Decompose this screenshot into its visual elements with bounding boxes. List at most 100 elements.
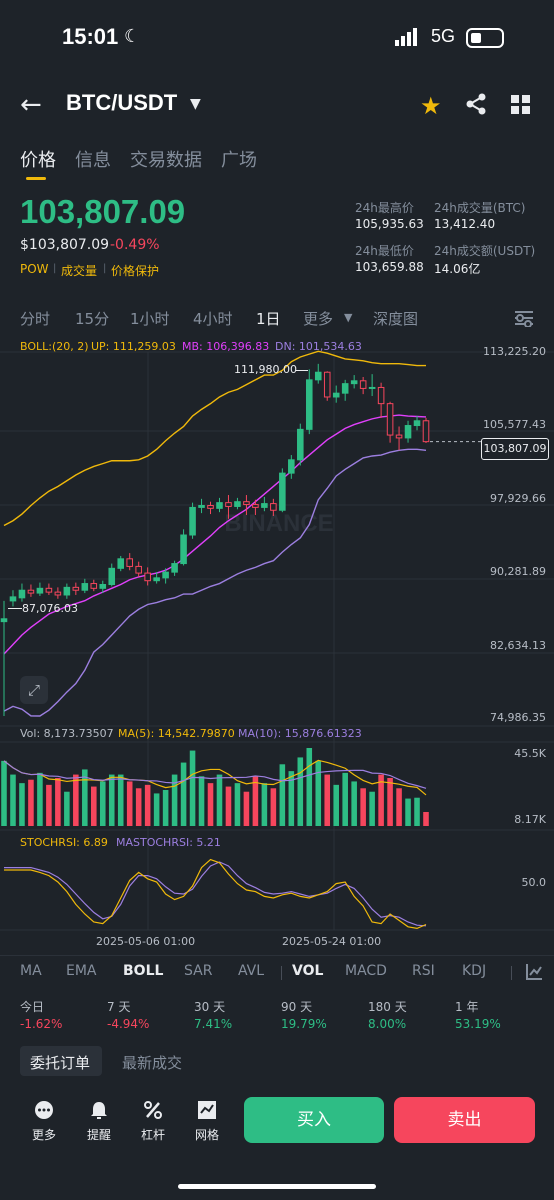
buy-button[interactable]: 买入 bbox=[244, 1097, 384, 1143]
candle-body bbox=[288, 459, 295, 474]
volume-ma5-line bbox=[3, 759, 427, 796]
tab-square[interactable]: 广场 bbox=[221, 150, 257, 171]
ma10-legend: MA(10): 15,876.61323 bbox=[238, 727, 362, 740]
tag-volume[interactable]: 成交量 bbox=[61, 264, 98, 278]
tab-info[interactable]: 信息 bbox=[75, 150, 111, 171]
candle-body bbox=[198, 504, 205, 508]
candle-body bbox=[63, 586, 71, 596]
interval-time[interactable]: 分时 bbox=[20, 310, 51, 328]
volume-ma10-line bbox=[3, 760, 427, 789]
volume-bar bbox=[414, 797, 420, 826]
more-icon bbox=[24, 1100, 64, 1122]
indicator-boll[interactable]: BOLL bbox=[123, 963, 164, 979]
grid-button[interactable]: 网格 bbox=[187, 1100, 227, 1143]
tab-trading-data[interactable]: 交易数据 bbox=[130, 150, 202, 171]
candle-body bbox=[9, 596, 17, 602]
indicator-sar[interactable]: SAR bbox=[184, 963, 213, 979]
tag-price-protection[interactable]: 价格保护 bbox=[111, 264, 160, 278]
stochrsi-line bbox=[4, 858, 427, 930]
indicator-rsi[interactable]: RSI bbox=[412, 963, 435, 979]
divider bbox=[281, 966, 282, 980]
candle-body bbox=[36, 587, 44, 594]
tab-latest-trades[interactable]: 最新成交 bbox=[122, 1054, 183, 1072]
indicator-vol[interactable]: VOL bbox=[292, 963, 324, 979]
chart-grid bbox=[0, 351, 554, 931]
volume-bar bbox=[162, 790, 169, 826]
caret-down-icon[interactable]: ▼ bbox=[344, 311, 353, 324]
leverage-button[interactable]: 杠杆 bbox=[133, 1100, 173, 1143]
volume-bar bbox=[55, 778, 61, 826]
indicator-avl[interactable]: AVL bbox=[238, 963, 265, 979]
network-label: 5G bbox=[431, 26, 456, 46]
volume-bar bbox=[369, 791, 375, 826]
volume-bar bbox=[91, 786, 97, 826]
indicator-ma[interactable]: MA bbox=[20, 963, 42, 979]
watermark: BINANCE bbox=[224, 510, 333, 537]
tab-price[interactable]: 价格 bbox=[20, 150, 56, 171]
volume-bar bbox=[387, 778, 393, 826]
more-label: 更多 bbox=[31, 1128, 56, 1142]
volume-bar bbox=[324, 774, 331, 826]
stat-high-label: 24h最高价 bbox=[355, 201, 414, 215]
candle-body bbox=[126, 558, 133, 567]
indicator-ema[interactable]: EMA bbox=[66, 963, 97, 979]
candle-body bbox=[279, 472, 286, 511]
pair-selector[interactable]: BTC/USDT bbox=[66, 90, 178, 115]
candle-body bbox=[90, 583, 98, 589]
candle-body bbox=[297, 428, 304, 461]
share-icon[interactable] bbox=[464, 92, 488, 116]
volume-bar bbox=[64, 791, 70, 826]
grid-label: 网格 bbox=[194, 1128, 219, 1142]
boll-up-legend: UP: 111,259.03 bbox=[91, 340, 176, 353]
alert-button[interactable]: 提醒 bbox=[79, 1100, 119, 1143]
interval-1h[interactable]: 1小时 bbox=[130, 310, 170, 328]
candle-body bbox=[153, 577, 160, 582]
volume-bar bbox=[279, 764, 286, 826]
interval-15m[interactable]: 15分 bbox=[75, 310, 110, 328]
ma5-legend: MA(5): 14,542.79870 bbox=[118, 727, 235, 740]
grid-menu-icon[interactable] bbox=[511, 95, 531, 115]
stochrsi-legend: STOCHRSI: 6.89 bbox=[20, 836, 108, 849]
interval-1d[interactable]: 1日 bbox=[256, 310, 281, 328]
expand-icon[interactable]: ⤢ bbox=[20, 676, 48, 704]
candle-body bbox=[81, 583, 89, 591]
period-value: -4.94% bbox=[107, 1017, 150, 1031]
boll-legend: BOLL:(20, 2) bbox=[20, 340, 89, 353]
candle-body bbox=[252, 504, 259, 508]
caret-down-icon[interactable]: ▼ bbox=[190, 96, 201, 112]
candle-body bbox=[234, 501, 241, 507]
vol-legend: Vol: 8,173.73507 bbox=[20, 727, 114, 740]
tab-open-orders[interactable]: 委托订单 bbox=[30, 1054, 91, 1072]
star-icon[interactable]: ★ bbox=[420, 92, 442, 120]
interval-depth[interactable]: 深度图 bbox=[373, 310, 419, 328]
candle-body bbox=[377, 386, 385, 405]
settings-sliders-icon[interactable] bbox=[514, 309, 534, 327]
period-label: 今日 bbox=[20, 1000, 45, 1014]
sell-button[interactable]: 卖出 bbox=[394, 1097, 535, 1143]
candle-body bbox=[395, 434, 403, 439]
volume-bar bbox=[423, 811, 429, 826]
volume-bar bbox=[189, 750, 196, 826]
period-label: 30 天 bbox=[194, 1000, 226, 1014]
back-arrow-icon[interactable]: ← bbox=[20, 90, 42, 120]
more-button[interactable]: 更多 bbox=[24, 1100, 64, 1143]
volume-bar bbox=[19, 783, 25, 826]
candle-body bbox=[359, 380, 367, 389]
interval-more[interactable]: 更多 bbox=[303, 310, 334, 328]
price-chart[interactable]: BINANCE bbox=[0, 336, 554, 956]
grid-trading-icon bbox=[187, 1100, 227, 1122]
candle-body bbox=[341, 383, 349, 394]
period-value: 19.79% bbox=[281, 1017, 327, 1031]
indicator-macd[interactable]: MACD bbox=[345, 963, 387, 979]
volume-bar bbox=[171, 774, 178, 826]
volume-bar bbox=[117, 774, 124, 826]
axis-price-label: 82,634.13 bbox=[490, 639, 546, 652]
candle-body bbox=[99, 584, 107, 589]
indicator-chart-icon[interactable] bbox=[525, 963, 543, 981]
interval-4h[interactable]: 4小时 bbox=[193, 310, 233, 328]
volume-bar bbox=[315, 760, 322, 826]
volume-bar bbox=[252, 776, 259, 826]
candle-body bbox=[72, 586, 80, 591]
tag-pow[interactable]: POW bbox=[20, 262, 49, 276]
indicator-kdj[interactable]: KDJ bbox=[462, 963, 487, 979]
